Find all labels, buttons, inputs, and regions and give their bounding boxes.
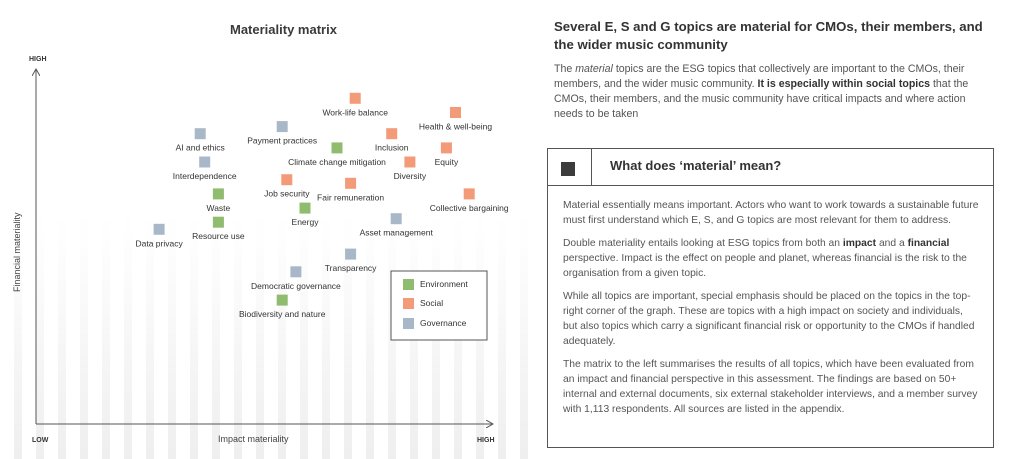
- point-label-energy: Energy: [292, 217, 320, 227]
- point-marker-fair-remuneration: [345, 177, 357, 189]
- p2-text-a: Double materiality entails looking at ES…: [563, 238, 843, 249]
- point-label-inclusion: Inclusion: [375, 143, 409, 153]
- point-marker-job-security: [281, 174, 293, 186]
- definition-box: What does ‘material’ mean? Material esse…: [547, 148, 994, 448]
- point-marker-ai-and-ethics: [194, 128, 206, 140]
- definition-box-title: What does ‘material’ mean?: [610, 158, 782, 173]
- point-label-ai-and-ethics: AI and ethics: [176, 143, 225, 153]
- point-marker-collective-bargaining: [463, 188, 475, 200]
- legend-label-governance: Governance: [420, 318, 467, 328]
- point-marker-resource-use: [212, 216, 224, 228]
- point-marker-transparency: [345, 248, 357, 260]
- y-axis-high-label: HIGH: [29, 56, 47, 63]
- legend-swatch-environment: [403, 279, 414, 290]
- point-label-job-security: Job security: [264, 189, 310, 199]
- intro-emphasis: material: [575, 63, 613, 75]
- materiality-matrix-chart: HIGH LOW HIGH Impact materiality Financi…: [12, 56, 509, 444]
- point-label-transparency: Transparency: [325, 263, 377, 273]
- paragraph-2: Double materiality entails looking at ES…: [563, 236, 979, 281]
- point-label-biodiversity-and-nature: Biodiversity and nature: [239, 309, 326, 319]
- point-label-climate-change-mitigation: Climate change mitigation: [288, 157, 386, 167]
- definition-box-body: Material essentially means important. Ac…: [548, 186, 993, 417]
- point-marker-climate-change-mitigation: [331, 142, 343, 154]
- point-marker-waste: [212, 188, 224, 200]
- summary-section: Several E, S and G topics are material f…: [554, 18, 994, 122]
- legend-swatch-social: [403, 298, 414, 309]
- p2-text-d: perspective. Impact is the effect on peo…: [563, 253, 967, 279]
- point-label-fair-remuneration: Fair remuneration: [317, 192, 384, 202]
- header-divider: [591, 149, 592, 185]
- point-marker-diversity: [404, 156, 416, 168]
- point-label-collective-bargaining: Collective bargaining: [430, 203, 509, 213]
- paragraph-4: The matrix to the left summarises the re…: [563, 359, 978, 415]
- legend-swatch-governance: [403, 318, 414, 329]
- definition-box-header: What does ‘material’ mean?: [548, 149, 993, 186]
- point-marker-payment-practices: [276, 121, 288, 133]
- point-label-equity: Equity: [435, 157, 459, 167]
- legend-label-environment: Environment: [420, 279, 468, 289]
- intro-text-1: The: [554, 63, 576, 75]
- point-label-work-life-balance: Work-life balance: [322, 107, 388, 117]
- x-axis-label: Impact materiality: [218, 434, 289, 444]
- point-label-payment-practices: Payment practices: [247, 136, 317, 146]
- summary-intro: The material topics are the ESG topics t…: [554, 62, 994, 122]
- point-marker-asset-management: [390, 213, 402, 225]
- point-marker-equity: [440, 142, 452, 154]
- point-marker-health-and-well-being: [450, 107, 461, 118]
- intro-bold: It is especially within social topics: [757, 78, 931, 90]
- point-label-asset-management: Asset management: [360, 228, 434, 238]
- paragraph-3: While all topics are important, special …: [563, 291, 975, 347]
- point-marker-democratic-governance: [290, 266, 302, 278]
- x-axis-high-label: HIGH: [477, 437, 495, 444]
- p2-bold-financial: financial: [907, 238, 950, 249]
- point-label-data-privacy: Data privacy: [135, 238, 183, 248]
- intro-text-3: that the CMOs, their members, and the mu…: [554, 78, 969, 120]
- point-marker-inclusion: [386, 128, 398, 140]
- legend-label-social: Social: [420, 298, 443, 308]
- point-label-interdependence: Interdependence: [173, 171, 237, 181]
- point-marker-interdependence: [199, 156, 211, 168]
- point-marker-work-life-balance: [349, 92, 361, 104]
- point-marker-energy: [299, 202, 311, 214]
- point-marker-biodiversity-and-nature: [276, 294, 288, 306]
- square-icon: [561, 162, 575, 176]
- legend: Environment Social Governance: [390, 270, 488, 341]
- summary-heading: Several E, S and G topics are material f…: [554, 19, 983, 52]
- intro-text-2: topics are the ESG topics that collectiv…: [554, 63, 965, 90]
- point-label-democratic-governance: Democratic governance: [251, 281, 341, 291]
- y-axis-label: Financial materiality: [12, 212, 22, 292]
- p2-bold-impact: impact: [842, 238, 877, 249]
- point-label-diversity: Diversity: [394, 171, 427, 181]
- point-label-waste: Waste: [207, 203, 231, 213]
- point-label-resource-use: Resource use: [192, 231, 245, 241]
- x-axis-low-label: LOW: [32, 437, 49, 444]
- points-layer: Work-life balance Health & well-being Paym…: [135, 92, 509, 319]
- p2-text-c: and a: [876, 238, 908, 249]
- chart-title: Materiality matrix: [230, 22, 337, 37]
- point-marker-data-privacy: [153, 223, 165, 235]
- paragraph-1: Material essentially means important. Ac…: [563, 200, 979, 226]
- point-label-health-and-well-being: Health & well-being: [419, 122, 493, 132]
